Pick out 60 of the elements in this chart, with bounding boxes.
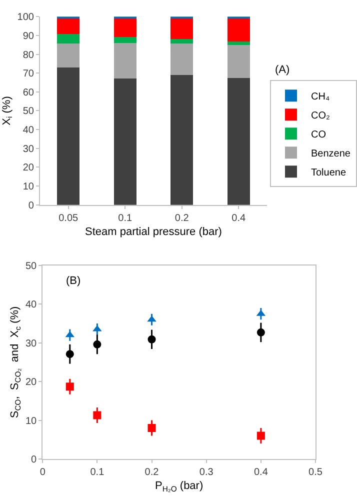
y-tick-label: 80 <box>22 50 34 61</box>
point <box>256 432 265 440</box>
y-tick-label: 100 <box>17 12 34 24</box>
legend-label: CH₄ <box>311 92 330 103</box>
bar <box>227 41 250 46</box>
y-tick-label: 10 <box>25 416 38 427</box>
x-tick-label: 0.1 <box>90 466 105 478</box>
bar <box>227 45 250 78</box>
y-tick-label: 60 <box>22 87 34 98</box>
bar <box>114 18 136 37</box>
x-tick-label: 0.4 <box>254 466 268 478</box>
y-tick-label: 20 <box>25 377 38 388</box>
legend-label: CO₂ <box>311 110 330 122</box>
bar <box>227 18 250 42</box>
y-tick-label: 40 <box>25 300 38 311</box>
x-tick-label: 0.2 <box>174 212 190 224</box>
x-tick-label: 0.3 <box>199 466 214 478</box>
y-tick-label: 0 <box>31 454 38 466</box>
text: (A) <box>275 64 290 76</box>
y-tick-label: 30 <box>25 338 38 350</box>
x-axis-title: Steam partial pressure (bar) <box>85 226 222 238</box>
bar <box>170 18 194 40</box>
point <box>148 424 156 432</box>
annotation: (B) <box>66 275 81 287</box>
legend-label: Benzene <box>311 148 351 160</box>
bar <box>114 36 136 43</box>
x-tick-label: 0.05 <box>58 212 79 224</box>
y-tick-label: 0 <box>28 200 34 212</box>
bar <box>114 42 136 79</box>
point <box>256 328 265 336</box>
point <box>66 382 74 391</box>
point <box>66 350 74 358</box>
x-tick-label: 0 <box>40 466 46 478</box>
bar <box>114 78 136 205</box>
y-tick-label: 50 <box>22 106 34 118</box>
legend-label: CO <box>311 130 326 141</box>
bar <box>56 18 80 34</box>
x-tick-label: 0.1 <box>118 212 132 224</box>
y-tick-label: 30 <box>22 144 34 155</box>
point <box>148 335 156 344</box>
bar <box>170 39 194 44</box>
y-tick-label: 20 <box>22 162 34 174</box>
bar <box>227 78 250 205</box>
y-tick-label: 10 <box>22 182 34 192</box>
bar <box>56 43 80 68</box>
bar <box>170 74 194 205</box>
x-tick-label: 0.5 <box>308 466 323 478</box>
y-tick-label: 40 <box>22 125 34 136</box>
bar <box>56 34 80 44</box>
bar <box>170 43 194 75</box>
x-tick-label: 0.2 <box>144 466 160 478</box>
x-axis-title: P$_{H₂O}$ (bar) <box>154 480 204 494</box>
point <box>93 411 102 420</box>
y-tick-label: 50 <box>25 260 38 272</box>
x-tick-label: 0.4 <box>232 212 246 224</box>
bar <box>56 67 80 205</box>
y-tick-label: 90 <box>22 30 34 42</box>
legend-label: Toluene <box>311 168 346 179</box>
y-tick-label: 70 <box>22 68 34 80</box>
point <box>93 340 102 348</box>
